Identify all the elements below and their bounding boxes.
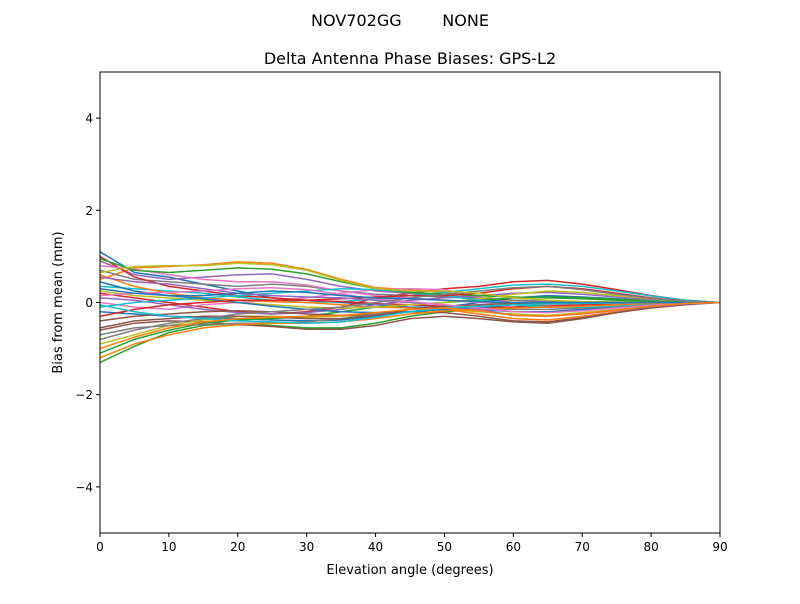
x-axis-label: Elevation angle (degrees) xyxy=(326,563,493,578)
x-tick-label: 20 xyxy=(230,540,245,554)
series-line-s27 xyxy=(100,286,720,314)
series-group xyxy=(100,251,720,364)
y-axis: −4 −2 0 2 4 xyxy=(75,112,100,494)
series-line-s15 xyxy=(100,291,720,315)
series-line-s23 xyxy=(100,257,720,304)
y-tick-label: −4 xyxy=(75,480,93,494)
x-tick-label: 80 xyxy=(643,540,658,554)
series-line-s32 xyxy=(100,301,720,350)
figure-suptitle: NOV702GG NONE xyxy=(311,11,489,30)
chart-title: Delta Antenna Phase Biases: GPS-L2 xyxy=(264,49,556,68)
x-tick-label: 40 xyxy=(368,540,383,554)
x-tick-label: 70 xyxy=(575,540,590,554)
y-tick-label: 2 xyxy=(85,204,93,218)
x-tick-label: 0 xyxy=(96,540,104,554)
x-tick-label: 10 xyxy=(161,540,176,554)
x-axis: 0 10 20 30 40 50 60 70 80 90 xyxy=(96,533,728,554)
x-tick-label: 60 xyxy=(506,540,521,554)
y-tick-label: −2 xyxy=(75,388,93,402)
x-tick-label: 50 xyxy=(437,540,452,554)
series-line-s24 xyxy=(100,285,720,318)
x-tick-label: 90 xyxy=(712,540,727,554)
series-line-s19 xyxy=(100,290,720,309)
x-tick-label: 30 xyxy=(299,540,314,554)
y-axis-label: Bias from mean (mm) xyxy=(51,231,66,373)
y-tick-label: 0 xyxy=(85,296,93,310)
series-line-s31 xyxy=(100,287,720,304)
series-line-s22 xyxy=(100,301,720,359)
y-tick-label: 4 xyxy=(85,112,93,126)
